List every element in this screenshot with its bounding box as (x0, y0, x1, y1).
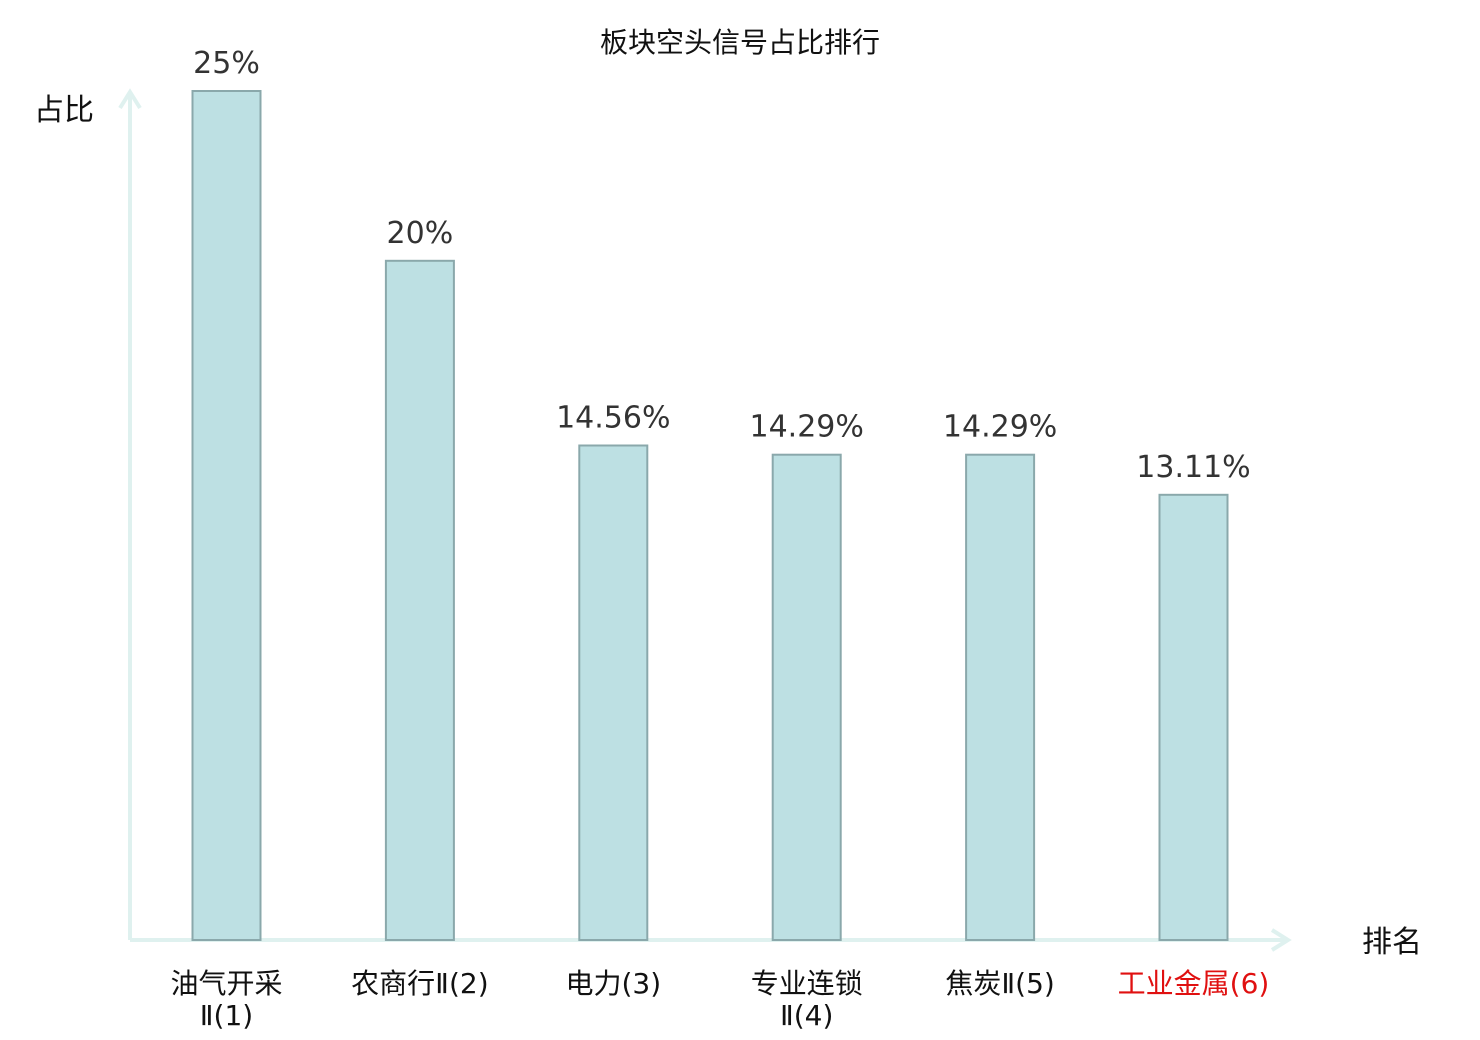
data-label: 20% (387, 216, 454, 251)
data-label: 13.11% (1136, 450, 1250, 485)
tick-label: 油气开采 Ⅱ(1) (170, 967, 282, 1032)
y-axis-title: 占比 (34, 93, 94, 128)
data-label: 25% (193, 46, 260, 81)
data-label: 14.29% (750, 410, 864, 445)
tick-label-line: 电力(3) (565, 967, 661, 1000)
chart-title: 板块空头信号占比排行 (600, 26, 880, 59)
tick-label: 焦炭Ⅱ(5) (945, 967, 1054, 1000)
tick-label-line: 专业连锁 (751, 967, 863, 1000)
x-axis (130, 928, 1292, 952)
y-axis (118, 88, 142, 940)
tick-label-line: Ⅱ(1) (200, 999, 253, 1032)
tick-label: 农商行Ⅱ(2) (351, 967, 488, 1000)
data-label: 14.56% (556, 401, 670, 436)
bars-group (191, 90, 1229, 941)
tick-label-line: 油气开采 (170, 967, 282, 1000)
category-labels-group: 油气开采 Ⅱ(1) 农商行Ⅱ(2) 电力(3) 专业连锁 Ⅱ(4) 焦炭Ⅱ(5) 工业金属(6… (170, 967, 1269, 1032)
tick-label-line: 焦炭Ⅱ(5) (945, 967, 1054, 1000)
x-axis-title: 排名 (1362, 925, 1422, 960)
tick-label-line: 农商行Ⅱ(2) (351, 967, 488, 1000)
bar (1158, 493, 1229, 941)
tick-label: 电力(3) (565, 967, 661, 1000)
bar (384, 259, 455, 941)
bar (965, 453, 1036, 941)
value-labels-group: 25% 20% 14.56% 14.29% 14.29% 13.11% (193, 46, 1251, 485)
tick-label: 工业金属(6) (1118, 967, 1270, 1000)
tick-label-line: Ⅱ(4) (780, 999, 833, 1032)
bar (771, 453, 842, 941)
bar (578, 444, 649, 941)
bar (191, 90, 262, 941)
data-label: 14.29% (943, 410, 1057, 445)
tick-label-line: 工业金属(6) (1118, 967, 1270, 1000)
tick-label: 专业连锁 Ⅱ(4) (751, 967, 863, 1032)
